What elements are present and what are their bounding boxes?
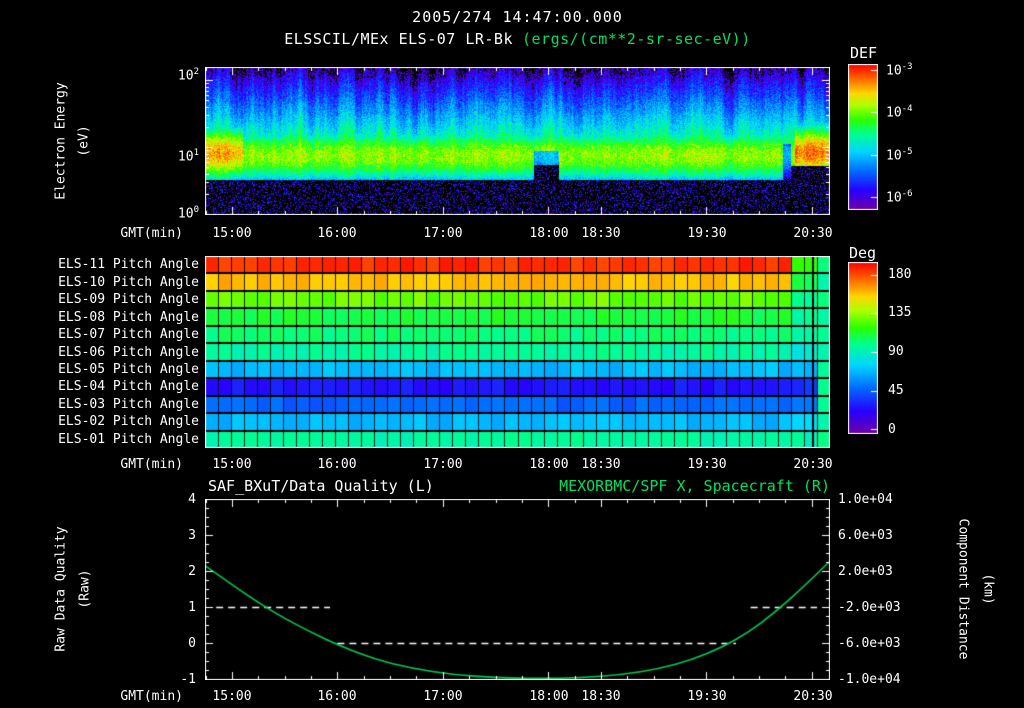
- tick-base: 10: [886, 148, 902, 164]
- x-tick-label: 19:30: [687, 689, 727, 704]
- pitch-row-label: ELS-01 Pitch Angle: [58, 432, 199, 447]
- x-tick-label: 16:00: [317, 689, 357, 704]
- tick-base: 10: [177, 68, 194, 84]
- x-tick-label: 16:00: [317, 457, 357, 472]
- deg-colorbar-tick: 180: [888, 267, 912, 282]
- right-y-tick: 1.0e+04: [838, 492, 893, 507]
- bottom-y-axis-right-title: Component Distance: [955, 518, 971, 660]
- x-tick-label: 17:00: [423, 226, 463, 241]
- spectrogram-y-axis-title: Electron Energy: [53, 82, 69, 200]
- x-tick-label: 17:00: [423, 689, 463, 704]
- pitch-row-label: ELS-07 Pitch Angle: [58, 327, 199, 342]
- left-y-tick: 2: [188, 564, 196, 579]
- tick-base: 10: [886, 63, 902, 79]
- deg-colorbar-tick: 90: [888, 344, 904, 359]
- pitch-row-label: ELS-02 Pitch Angle: [58, 414, 199, 429]
- left-y-tick: 3: [188, 528, 196, 543]
- x-axis-title: GMT(min): [120, 689, 183, 704]
- pitch-row-label: ELS-06 Pitch Angle: [58, 345, 199, 360]
- bottom-right-title: MEXORBMC/SPF X, Spacecraft (R): [559, 477, 830, 495]
- tick-exp: -6: [901, 189, 913, 199]
- pitch-row-label: ELS-08 Pitch Angle: [58, 310, 199, 325]
- def-colorbar-tick: 10-6: [886, 189, 946, 205]
- timestamp-title: 2005/274 14:47:00.000: [412, 8, 623, 26]
- units-label: (ergs/(cm**2-sr-sec-eV)): [522, 30, 751, 48]
- bottom-y-axis-left-title: Raw Data Quality: [53, 526, 69, 652]
- tick-exp: -4: [901, 104, 913, 114]
- deg-colorbar: [848, 262, 878, 434]
- pitch-row-label: ELS-03 Pitch Angle: [58, 397, 199, 412]
- right-y-tick: -6.0e+03: [838, 636, 901, 651]
- spectrogram-y-tick-label: 101: [155, 148, 199, 164]
- x-tick-label: 18:30: [581, 226, 621, 241]
- tick-base: 10: [886, 105, 902, 121]
- x-tick-label: 15:00: [212, 226, 252, 241]
- deg-colorbar-tick: 135: [888, 305, 912, 320]
- spectrogram-y-tick-label: 100: [155, 205, 199, 221]
- def-colorbar: [848, 64, 878, 210]
- tick-base: 10: [177, 149, 194, 165]
- x-tick-label: 16:00: [317, 226, 357, 241]
- x-tick-label: 15:00: [212, 457, 252, 472]
- tick-exp: 2: [193, 67, 199, 77]
- def-colorbar-tick: 10-3: [886, 62, 946, 78]
- pitch-row-label: ELS-10 Pitch Angle: [58, 275, 199, 290]
- tick-base: 10: [177, 206, 194, 222]
- def-colorbar-tick: 10-5: [886, 147, 946, 163]
- right-y-tick: -2.0e+03: [838, 600, 901, 615]
- left-y-tick: 0: [188, 636, 196, 651]
- x-tick-label: 18:30: [581, 689, 621, 704]
- left-y-tick: -1: [180, 672, 196, 687]
- instrument-name: ELSSCIL/MEx ELS-07 LR-Bk: [284, 30, 513, 48]
- pitch-row-label: ELS-04 Pitch Angle: [58, 379, 199, 394]
- left-y-tick: 4: [188, 492, 196, 507]
- tick-exp: 0: [193, 205, 199, 215]
- instrument-title: ELSSCIL/MEx ELS-07 LR-Bk (ergs/(cm**2-sr-…: [145, 30, 890, 48]
- right-y-tick: -1.0e+04: [838, 672, 901, 687]
- deg-colorbar-title: Deg: [849, 244, 877, 262]
- spectrogram-y-tick-label: 102: [155, 67, 199, 83]
- right-y-tick: 6.0e+03: [838, 528, 893, 543]
- x-tick-label: 15:00: [212, 689, 252, 704]
- x-axis-title: GMT(min): [120, 226, 183, 241]
- x-tick-label: 18:00: [529, 226, 569, 241]
- def-colorbar-tick: 10-4: [886, 104, 946, 120]
- x-tick-label: 20:30: [793, 226, 833, 241]
- x-tick-label: 17:00: [423, 457, 463, 472]
- tick-exp: -3: [901, 62, 913, 72]
- x-tick-label: 20:30: [793, 457, 833, 472]
- tick-exp: -5: [901, 147, 913, 157]
- tick-exp: 1: [193, 148, 199, 158]
- x-axis-title: GMT(min): [120, 457, 183, 472]
- tick-base: 10: [886, 190, 902, 206]
- pitch-row-label: ELS-11 Pitch Angle: [58, 257, 199, 272]
- pitch-row-label: ELS-05 Pitch Angle: [58, 362, 199, 377]
- deg-colorbar-tick: 45: [888, 383, 904, 398]
- def-colorbar-title: DEF: [850, 44, 878, 62]
- x-tick-label: 19:30: [687, 457, 727, 472]
- spectrogram-y-axis-units: (eV): [76, 125, 92, 157]
- x-tick-label: 20:30: [793, 689, 833, 704]
- bottom-y-axis-left-units: (Raw): [77, 569, 93, 609]
- deg-colorbar-tick: 0: [888, 422, 896, 437]
- electron-spectrogram-canvas: [205, 67, 830, 215]
- x-tick-label: 18:00: [529, 689, 569, 704]
- x-tick-label: 18:30: [581, 457, 621, 472]
- x-tick-label: 19:30: [687, 226, 727, 241]
- quality-distance-chart: [205, 499, 830, 680]
- bottom-left-title: SAF_BXuT/Data Quality (L): [208, 477, 434, 495]
- x-tick-label: 18:00: [529, 457, 569, 472]
- right-y-tick: 2.0e+03: [838, 564, 893, 579]
- pitch-row-label: ELS-09 Pitch Angle: [58, 292, 199, 307]
- left-y-tick: 1: [188, 600, 196, 615]
- pitch-angle-heatmap: [205, 256, 830, 448]
- bottom-y-axis-right-units: (km): [980, 573, 996, 605]
